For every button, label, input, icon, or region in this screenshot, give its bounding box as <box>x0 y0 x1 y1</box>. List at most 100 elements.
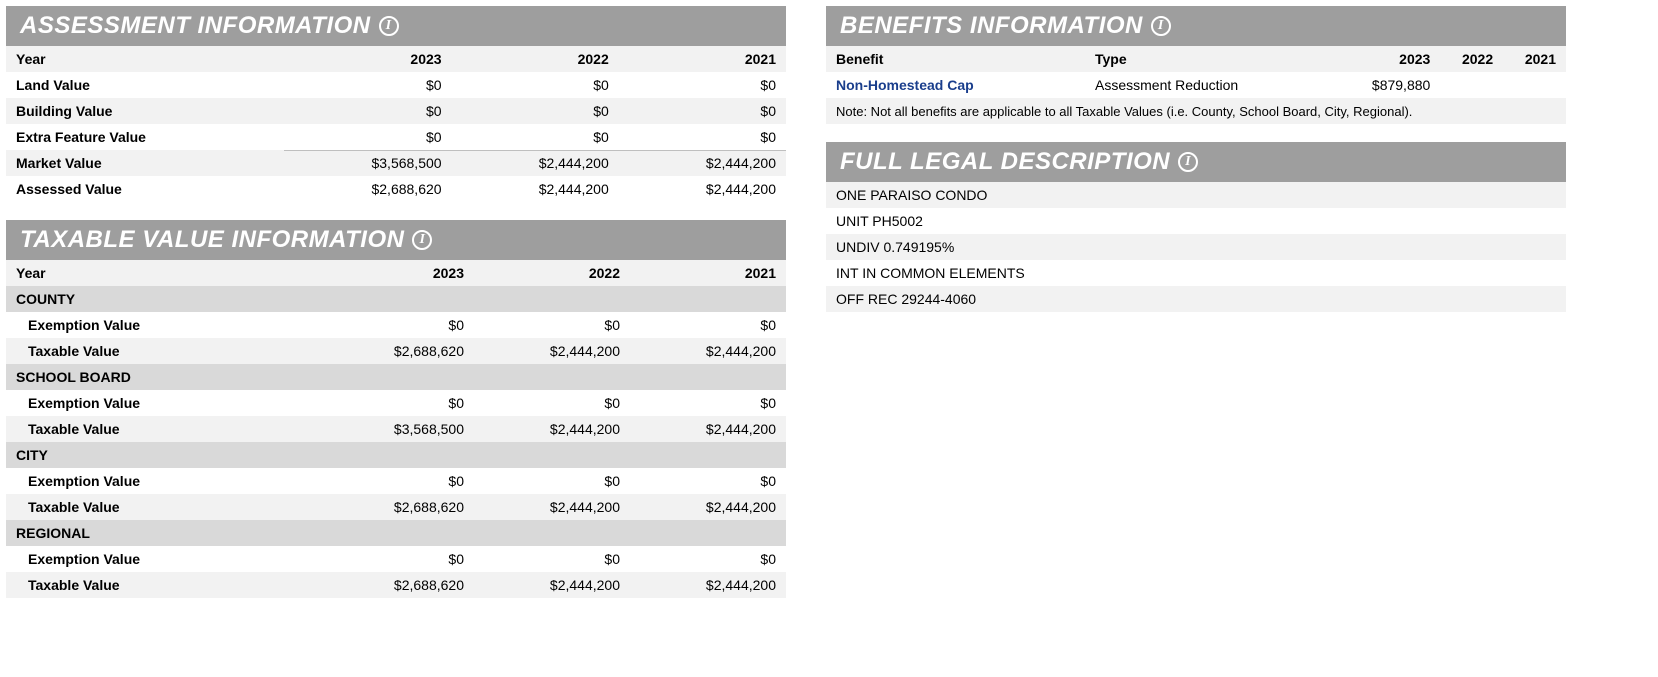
cell: $0 <box>619 72 786 98</box>
taxable-header: TAXABLE VALUE INFORMATION i <box>6 220 786 260</box>
year-col-0: 2023 <box>318 260 474 286</box>
col-y2: 2022 <box>1440 46 1503 72</box>
benefits-header: BENEFITS INFORMATION i <box>826 6 1566 46</box>
benefit-link[interactable]: Non-Homestead Cap <box>826 72 1085 98</box>
table-row: Exemption Value $0 $0 $0 <box>6 312 786 338</box>
assessment-header: ASSESSMENT INFORMATION i <box>6 6 786 46</box>
cell: $0 <box>630 390 786 416</box>
group-row: CITY <box>6 442 786 468</box>
info-icon[interactable]: i <box>1178 152 1198 172</box>
cell: $0 <box>452 124 619 150</box>
row-label: Exemption Value <box>6 468 318 494</box>
col-type: Type <box>1085 46 1344 72</box>
cell: $3,568,500 <box>318 416 474 442</box>
col-benefit: Benefit <box>826 46 1085 72</box>
assessment-table: Year 2023 2022 2021 Land Value $0 $0 $0 … <box>6 46 786 202</box>
row-label: Taxable Value <box>6 338 318 364</box>
table-row: Non-Homestead Cap Assessment Reduction $… <box>826 72 1566 98</box>
cell: $3,568,500 <box>284 150 451 176</box>
year-col-1: 2022 <box>474 260 630 286</box>
info-icon[interactable]: i <box>379 16 399 36</box>
taxable-panel: TAXABLE VALUE INFORMATION i Year 2023 20… <box>6 220 786 598</box>
legal-line: OFF REC 29244-4060 <box>826 286 1566 312</box>
cell: $0 <box>284 72 451 98</box>
cell: $2,444,200 <box>619 176 786 202</box>
row-label: Taxable Value <box>6 494 318 520</box>
cell: $2,688,620 <box>318 572 474 598</box>
cell <box>1503 72 1566 98</box>
col-y3: 2021 <box>1503 46 1566 72</box>
cell: $0 <box>284 98 451 124</box>
table-row: Taxable Value $2,688,620 $2,444,200 $2,4… <box>6 338 786 364</box>
benefits-header-row: Benefit Type 2023 2022 2021 <box>826 46 1566 72</box>
cell: $0 <box>318 390 474 416</box>
row-label: Building Value <box>6 98 284 124</box>
row-label: Exemption Value <box>6 390 318 416</box>
cell: $0 <box>630 312 786 338</box>
cell: $2,688,620 <box>284 176 451 202</box>
legal-line: UNIT PH5002 <box>826 208 1566 234</box>
info-icon[interactable]: i <box>1151 16 1171 36</box>
cell: $879,880 <box>1344 72 1440 98</box>
row-label: Exemption Value <box>6 312 318 338</box>
row-label: Market Value <box>6 150 284 176</box>
cell: $0 <box>474 468 630 494</box>
legal-line: UNDIV 0.749195% <box>826 234 1566 260</box>
group-name: REGIONAL <box>6 520 786 546</box>
row-label: Taxable Value <box>6 572 318 598</box>
benefits-table: Benefit Type 2023 2022 2021 Non-Homestea… <box>826 46 1566 124</box>
table-row: Building Value $0 $0 $0 <box>6 98 786 124</box>
row-label: Extra Feature Value <box>6 124 284 150</box>
cell: $0 <box>619 98 786 124</box>
table-row: Market Value $3,568,500 $2,444,200 $2,44… <box>6 150 786 176</box>
assessment-year-row: Year 2023 2022 2021 <box>6 46 786 72</box>
taxable-title: TAXABLE VALUE INFORMATION <box>20 226 404 254</box>
group-name: CITY <box>6 442 786 468</box>
table-row: UNDIV 0.749195% <box>826 234 1566 260</box>
benefits-title: BENEFITS INFORMATION <box>840 12 1143 40</box>
col-y1: 2023 <box>1344 46 1440 72</box>
benefits-note: Note: Not all benefits are applicable to… <box>826 98 1566 124</box>
table-row: Exemption Value $0 $0 $0 <box>6 546 786 572</box>
cell: $0 <box>318 312 474 338</box>
legal-panel: FULL LEGAL DESCRIPTION i ONE PARAISO CON… <box>826 142 1566 312</box>
table-row: ONE PARAISO CONDO <box>826 182 1566 208</box>
cell: $2,444,200 <box>452 150 619 176</box>
legal-line: INT IN COMMON ELEMENTS <box>826 260 1566 286</box>
cell: $0 <box>630 546 786 572</box>
info-icon[interactable]: i <box>412 230 432 250</box>
table-row: Taxable Value $3,568,500 $2,444,200 $2,4… <box>6 416 786 442</box>
cell: $0 <box>619 124 786 150</box>
cell: $0 <box>284 124 451 150</box>
cell: $0 <box>452 72 619 98</box>
table-row: Taxable Value $2,688,620 $2,444,200 $2,4… <box>6 494 786 520</box>
table-row: Land Value $0 $0 $0 <box>6 72 786 98</box>
table-row: Extra Feature Value $0 $0 $0 <box>6 124 786 150</box>
row-label: Land Value <box>6 72 284 98</box>
cell: $2,444,200 <box>452 176 619 202</box>
table-row: Taxable Value $2,688,620 $2,444,200 $2,4… <box>6 572 786 598</box>
cell: $2,444,200 <box>630 494 786 520</box>
group-row: SCHOOL BOARD <box>6 364 786 390</box>
benefits-panel: BENEFITS INFORMATION i Benefit Type 2023… <box>826 6 1566 124</box>
year-col-0: 2023 <box>284 46 451 72</box>
table-row: UNIT PH5002 <box>826 208 1566 234</box>
row-label: Exemption Value <box>6 546 318 572</box>
table-row: Exemption Value $0 $0 $0 <box>6 468 786 494</box>
cell: $0 <box>318 468 474 494</box>
table-row: Exemption Value $0 $0 $0 <box>6 390 786 416</box>
cell: $0 <box>452 98 619 124</box>
group-row: COUNTY <box>6 286 786 312</box>
cell: $0 <box>474 546 630 572</box>
assessment-title: ASSESSMENT INFORMATION <box>20 12 371 40</box>
cell: $0 <box>630 468 786 494</box>
cell: $0 <box>318 546 474 572</box>
cell: $2,688,620 <box>318 338 474 364</box>
group-name: COUNTY <box>6 286 786 312</box>
cell: $2,444,200 <box>630 338 786 364</box>
cell: $2,444,200 <box>474 338 630 364</box>
cell <box>1440 72 1503 98</box>
benefit-type: Assessment Reduction <box>1085 72 1344 98</box>
year-col-2: 2021 <box>619 46 786 72</box>
assessment-panel: ASSESSMENT INFORMATION i Year 2023 2022 … <box>6 6 786 202</box>
